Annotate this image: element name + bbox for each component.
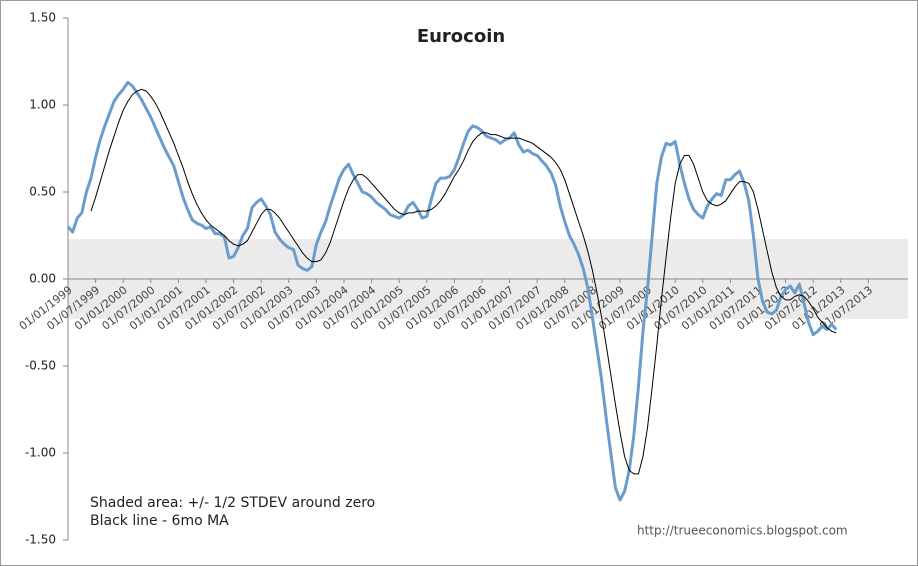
y-tick-label: 0.50 xyxy=(29,185,56,199)
plot-area: -1.50-1.00-0.500.000.501.001.5001/01/199… xyxy=(17,11,908,547)
y-tick-label: -1.00 xyxy=(25,446,56,460)
y-tick-label: -1.50 xyxy=(25,533,56,547)
y-tick-label: -0.50 xyxy=(25,359,56,373)
chart-title: Eurocoin xyxy=(417,26,505,47)
y-tick-label: 1.00 xyxy=(29,98,56,112)
y-tick-label: 1.50 xyxy=(29,11,56,25)
source-url: http://trueeconomics.blogspot.com xyxy=(637,524,848,538)
series-line xyxy=(66,80,838,502)
annotation: Black line - 6mo MA xyxy=(90,513,229,529)
series-line xyxy=(90,88,837,475)
annotation: Shaded area: +/- 1/2 STDEV around zero xyxy=(90,495,375,511)
y-tick-label: 0.00 xyxy=(29,272,56,286)
